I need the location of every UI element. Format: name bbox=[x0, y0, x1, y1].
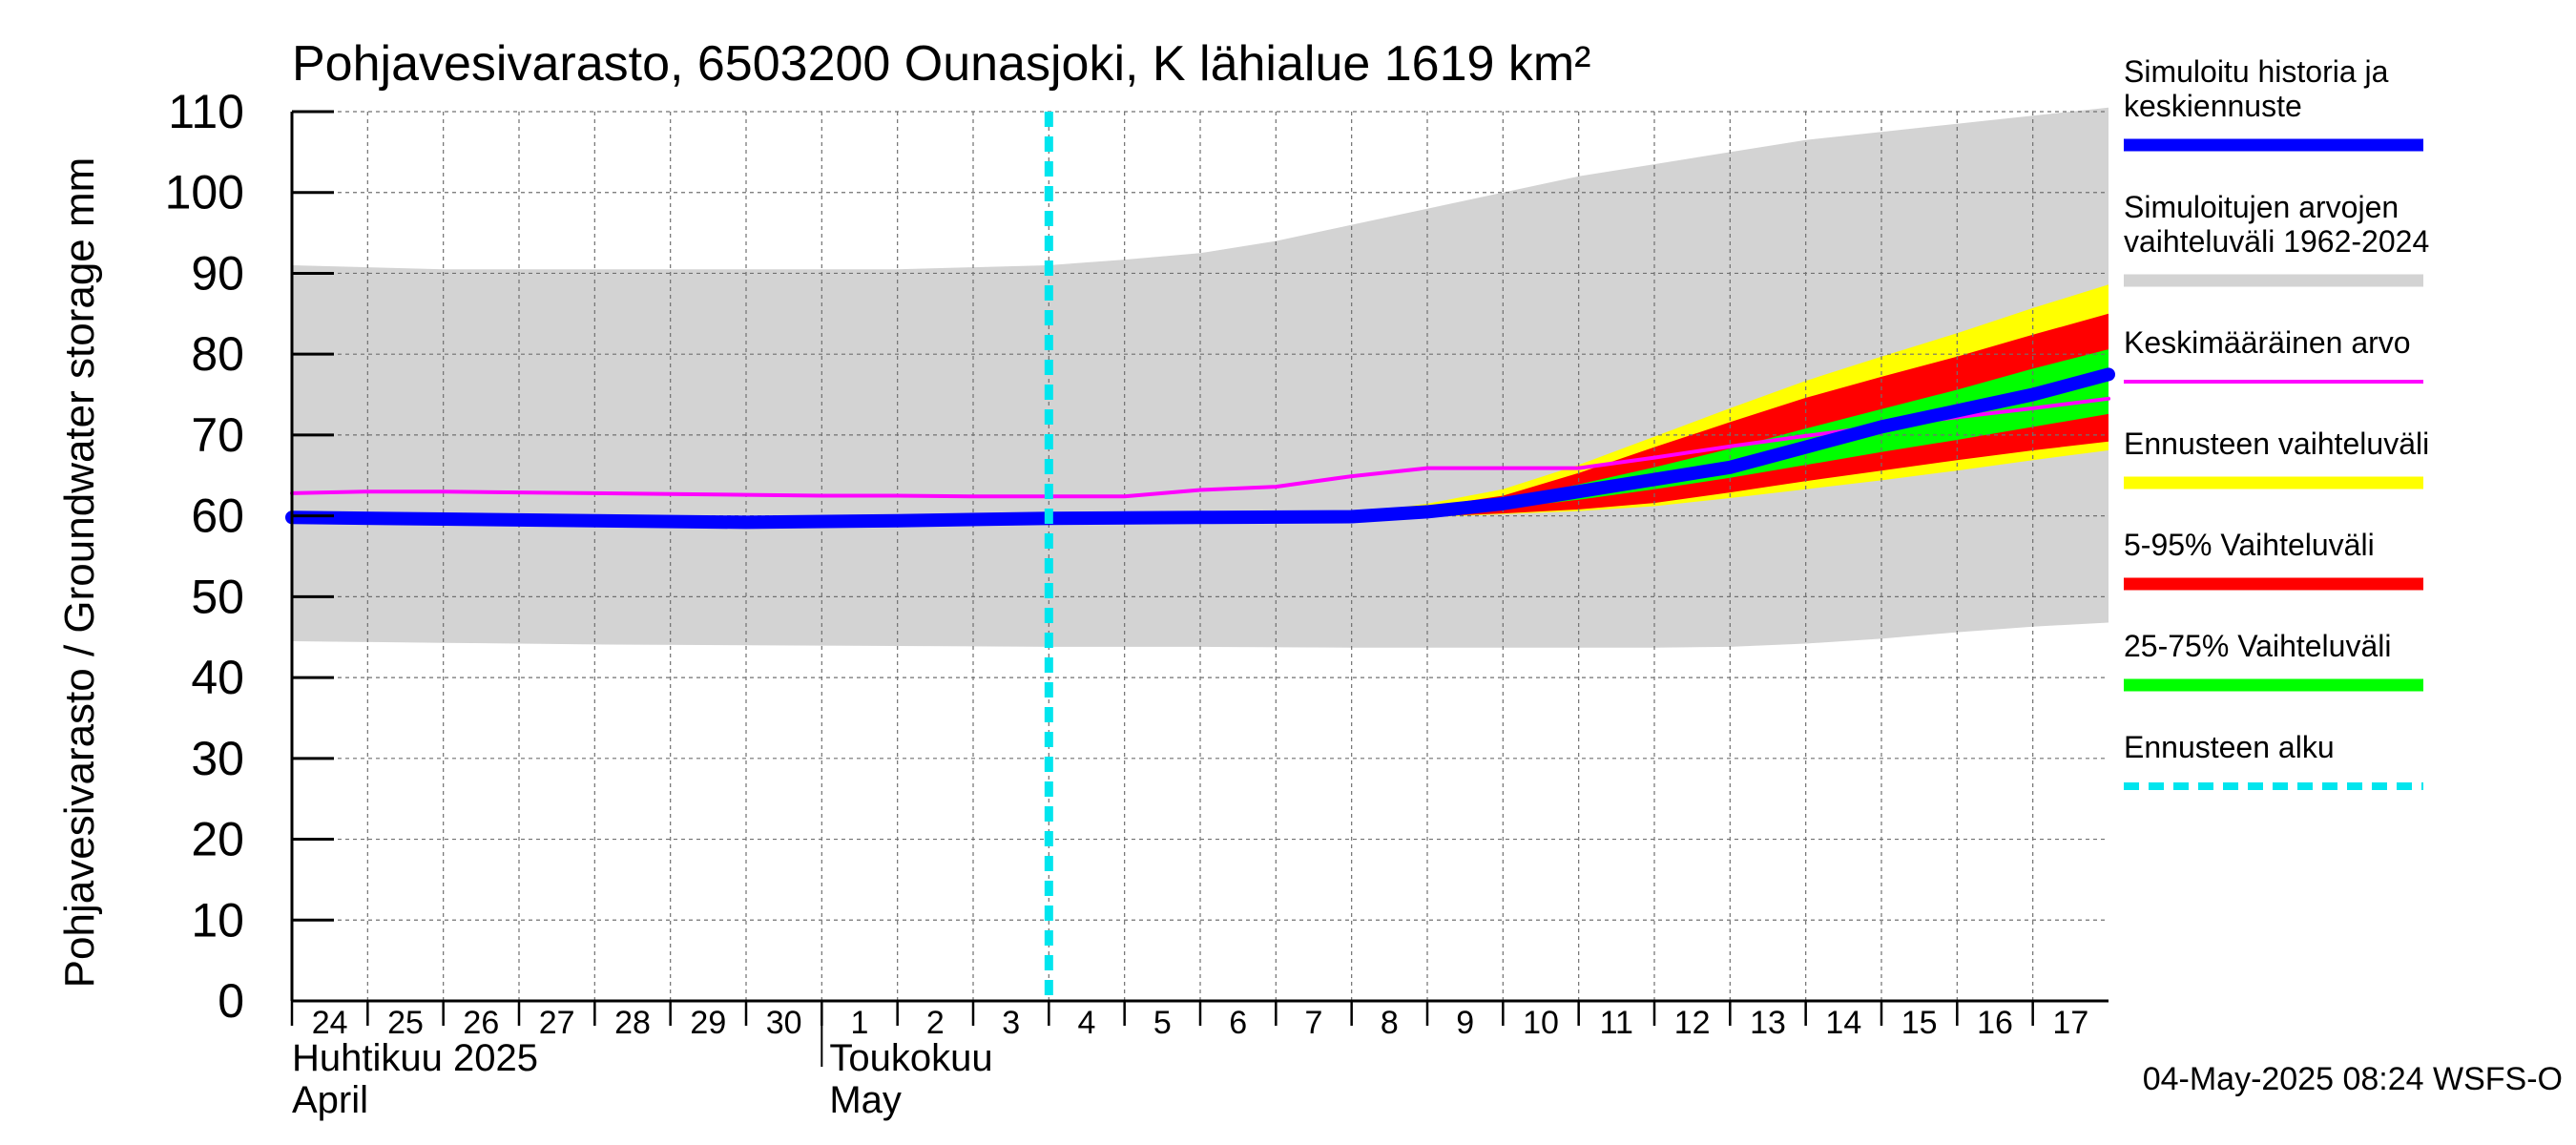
y-tick-label: 0 bbox=[218, 974, 244, 1028]
y-tick-label: 10 bbox=[191, 893, 244, 947]
legend-label-history: keskiennuste bbox=[2124, 89, 2302, 123]
legend-label-p25_75: 25-75% Vaihteluväli bbox=[2124, 629, 2391, 663]
x-tick-label: 24 bbox=[312, 1005, 348, 1041]
x-tick-label: 28 bbox=[614, 1005, 651, 1041]
series-lines bbox=[285, 367, 2115, 530]
y-tick-label: 30 bbox=[191, 732, 244, 785]
month-label-en: April bbox=[292, 1079, 368, 1121]
y-tick-label: 80 bbox=[191, 327, 244, 381]
legend-label-fc_range: Ennusteen vaihteluväli bbox=[2124, 427, 2429, 461]
legend-label-p5_95: 5-95% Vaihteluväli bbox=[2124, 528, 2375, 562]
x-tick-label: 15 bbox=[1901, 1005, 1938, 1041]
y-tick-label: 50 bbox=[191, 570, 244, 623]
y-tick-label: 70 bbox=[191, 408, 244, 462]
legend-label-mean: Keskimääräinen arvo bbox=[2124, 325, 2411, 360]
x-tick-label: 11 bbox=[1600, 1005, 1633, 1041]
y-tick-label: 90 bbox=[191, 246, 244, 300]
x-tick-label: 1 bbox=[851, 1005, 869, 1041]
legend-label-range: vaihteluväli 1962-2024 bbox=[2124, 224, 2429, 259]
x-tick-label: 12 bbox=[1674, 1005, 1711, 1041]
legend-label-range: Simuloitujen arvojen bbox=[2124, 190, 2399, 224]
timestamp-footer: 04-May-2025 08:24 WSFS-O bbox=[2143, 1061, 2563, 1097]
y-tick-label: 110 bbox=[168, 85, 244, 138]
x-tick-label: 5 bbox=[1153, 1005, 1172, 1041]
x-tick-label: 7 bbox=[1305, 1005, 1323, 1041]
month-label-fi: Toukokuu bbox=[829, 1037, 992, 1079]
y-tick-labels: 0 10 20 30 40 50 60 70 80 90 100 110 bbox=[165, 85, 334, 1028]
mean-line bbox=[290, 396, 2110, 499]
x-tick-label: 25 bbox=[387, 1005, 424, 1041]
y-axis-label: Pohjavesivarasto / Groundwater storage m… bbox=[56, 157, 103, 989]
plot-area bbox=[285, 107, 2115, 1003]
x-tick-label: 2 bbox=[926, 1005, 945, 1041]
x-tick-label: 16 bbox=[1977, 1005, 2013, 1041]
x-tick-label: 4 bbox=[1078, 1005, 1096, 1041]
x-tick-label: 30 bbox=[766, 1005, 802, 1041]
x-tick-label: 10 bbox=[1523, 1005, 1559, 1041]
x-tick-label: 6 bbox=[1229, 1005, 1247, 1041]
x-tick-label: 17 bbox=[2052, 1005, 2088, 1041]
x-tick-label: 3 bbox=[1002, 1005, 1020, 1041]
x-tick-label: 27 bbox=[539, 1005, 575, 1041]
p5-95-band bbox=[1049, 313, 2109, 520]
x-tick-label: 9 bbox=[1456, 1005, 1474, 1041]
median-forecast-line bbox=[285, 367, 2115, 530]
month-label-en: May bbox=[829, 1079, 902, 1121]
y-tick-label: 100 bbox=[165, 166, 244, 219]
chart-title: Pohjavesivarasto, 6503200 Ounasjoki, K l… bbox=[292, 36, 1591, 92]
legend-label-fc_start: Ennusteen alku bbox=[2124, 730, 2335, 764]
month-label-fi: Huhtikuu 2025 bbox=[292, 1037, 538, 1079]
y-tick-label: 40 bbox=[191, 651, 244, 704]
x-tick-label: 8 bbox=[1381, 1005, 1399, 1041]
x-tick-label: 26 bbox=[463, 1005, 499, 1041]
y-tick-label: 60 bbox=[191, 489, 244, 543]
y-tick-label: 20 bbox=[191, 813, 244, 866]
grid-lines bbox=[292, 111, 2109, 1001]
x-tick-label: 29 bbox=[690, 1005, 726, 1041]
legend-label-history: Simuloitu historia ja bbox=[2124, 54, 2389, 89]
x-tick-label: 13 bbox=[1750, 1005, 1786, 1041]
x-tick-label: 14 bbox=[1825, 1005, 1861, 1041]
